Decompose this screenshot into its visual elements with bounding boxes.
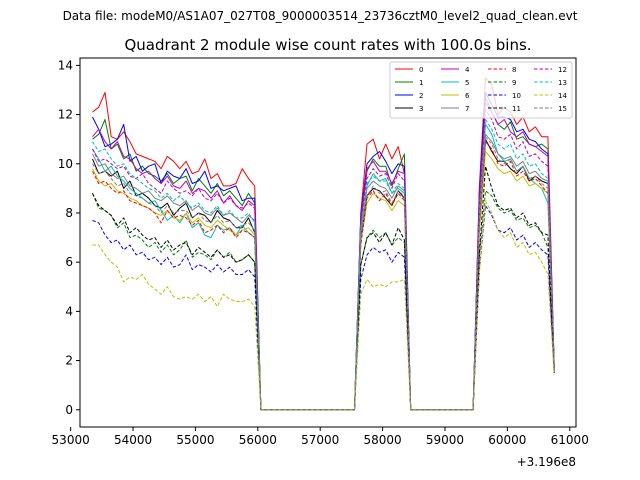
x-tick-label: 61000	[551, 433, 589, 447]
series-line-8	[92, 141, 555, 411]
x-axis: 53000 54000 55000 56000 57000 58000 59000 60000…	[52, 427, 589, 447]
legend-label: 10	[512, 92, 521, 100]
x-tick-label: 55000	[176, 433, 214, 447]
y-tick-label: 8	[65, 206, 73, 220]
legend-label: 5	[465, 79, 469, 87]
x-tick-label: 54000	[114, 433, 152, 447]
series-line-13	[92, 119, 555, 411]
y-tick-label: 10	[58, 157, 73, 171]
legend-label: 7	[465, 105, 469, 113]
legend-label: 3	[419, 105, 423, 113]
legend-label: 12	[558, 66, 567, 74]
series-line-4	[92, 101, 555, 411]
legend-label: 6	[465, 92, 470, 100]
legend-frame	[389, 61, 573, 119]
series-line-7	[92, 133, 555, 411]
series-line-10	[92, 205, 555, 411]
series-line-14	[92, 200, 555, 411]
data-file-label: Data file: modeM0/AS1A07_027T08_90000035…	[63, 9, 578, 23]
legend-label: 11	[512, 105, 521, 113]
series-line-9	[92, 190, 555, 411]
legend-label: 8	[512, 66, 516, 74]
series-line-11	[92, 165, 555, 411]
legend-label: 13	[558, 79, 567, 87]
legend-label: 4	[465, 66, 470, 74]
y-tick-label: 4	[65, 304, 73, 318]
chart-title: Quadrant 2 module wise count rates with …	[124, 36, 531, 54]
x-tick-label: 60000	[488, 433, 526, 447]
y-tick-label: 0	[65, 403, 73, 417]
series-layer	[92, 77, 555, 411]
plot-area-frame	[79, 57, 577, 428]
x-tick-label: 56000	[239, 433, 277, 447]
y-tick-label: 6	[65, 255, 73, 269]
x-axis-offset-label: +3.196e8	[517, 455, 576, 469]
legend-label: 14	[558, 92, 567, 100]
y-tick-label: 2	[65, 354, 73, 368]
series-line-12	[92, 109, 555, 411]
y-axis: 0 2 4 6 8 10 12 14	[58, 58, 80, 417]
x-tick-label: 59000	[426, 433, 464, 447]
x-tick-label: 58000	[363, 433, 401, 447]
legend-label: 0	[419, 66, 423, 74]
series-line-15	[92, 136, 555, 411]
x-tick-label: 57000	[301, 433, 339, 447]
legend-label: 15	[558, 105, 567, 113]
series-line-6	[92, 151, 555, 411]
legend-label: 9	[512, 79, 516, 87]
y-tick-label: 14	[58, 58, 73, 72]
y-tick-label: 12	[58, 108, 73, 122]
legend-label: 1	[419, 79, 423, 87]
x-tick-label: 53000	[52, 433, 90, 447]
legend-label: 2	[419, 92, 423, 100]
